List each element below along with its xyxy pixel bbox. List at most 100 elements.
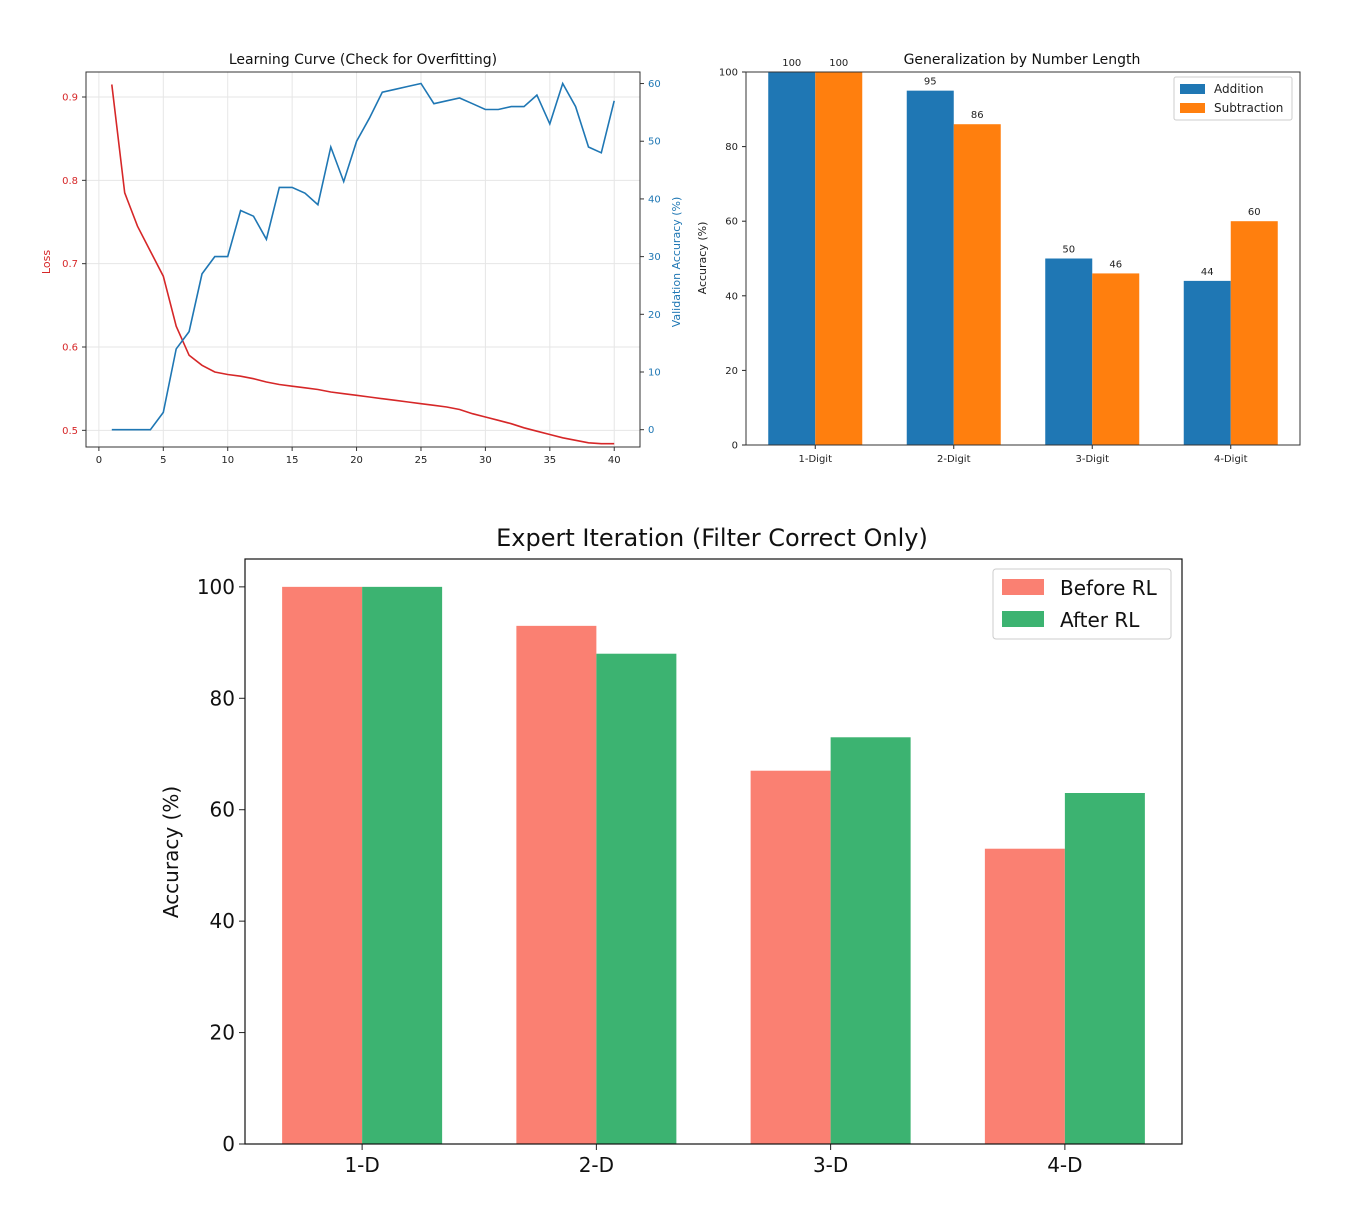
- c3-bar: [596, 653, 677, 1144]
- c1-ylabel-left: Loss: [40, 250, 53, 274]
- c3-xtick-label: 1-D: [344, 1153, 379, 1177]
- c3-legend: Before RL After RL: [992, 568, 1172, 640]
- c3-bar: [984, 848, 1065, 1144]
- c3-ytick-label: 100: [197, 575, 235, 599]
- c3-bar: [750, 770, 831, 1144]
- c1-ytick-left-label: 0.5: [62, 426, 78, 437]
- c2-bars: 100 100 95 86 50 46 44 60: [768, 58, 1278, 446]
- c2-bar: [1045, 258, 1093, 445]
- c3-bar: [362, 586, 443, 1144]
- c3-yticks: 0 20 40 60 80 100: [197, 575, 245, 1156]
- c2-ytick-label: 100: [719, 68, 738, 79]
- c3-xtick-label: 2-D: [579, 1153, 614, 1177]
- c2-ytick-label: 0: [732, 441, 738, 452]
- c2-bar-value-label: 86: [971, 110, 984, 121]
- c2-legend-swatch-subtraction: [1180, 103, 1205, 113]
- c1-ytick-right-label: 60: [648, 79, 661, 90]
- c1-ytick-left-label: 0.7: [62, 259, 78, 270]
- c3-bar: [1064, 793, 1145, 1144]
- c2-bar: [1092, 273, 1140, 445]
- c2-bar: [1230, 221, 1278, 445]
- c2-legend-swatch-addition: [1180, 84, 1205, 94]
- c2-bar-value-label: 100: [782, 58, 801, 69]
- c1-ylabel-right: Validation Accuracy (%): [670, 197, 683, 328]
- c2-ytick-label: 80: [725, 142, 738, 153]
- c2-yticks: 0 20 40 60 80 100: [719, 68, 746, 452]
- c3-bars: [282, 586, 1145, 1144]
- c1-plot-frame: [85, 71, 641, 448]
- learning-curve-chart: Learning Curve (Check for Overfitting) L…: [40, 52, 683, 466]
- c2-bar: [953, 124, 1001, 445]
- c1-ytick-left-label: 0.6: [62, 343, 78, 354]
- c1-xtick-label: 35: [543, 455, 556, 466]
- c1-yticks-left: 0.5 0.6 0.7 0.8 0.9: [62, 93, 86, 437]
- c1-ytick-right-label: 30: [648, 252, 661, 263]
- c1-xtick-label: 20: [350, 455, 363, 466]
- c2-bar-value-label: 95: [924, 77, 937, 88]
- c2-bar-value-label: 50: [1062, 245, 1075, 256]
- c1-xtick-label: 0: [96, 455, 102, 466]
- c2-xtick-label: 1-Digit: [799, 454, 833, 465]
- c2-bar: [768, 72, 816, 445]
- c1-ytick-right-label: 50: [648, 137, 661, 148]
- c3-ytick-label: 20: [210, 1021, 235, 1045]
- c2-bar: [906, 90, 954, 446]
- c2-bar-value-label: 46: [1109, 259, 1122, 270]
- c3-ytick-label: 80: [210, 686, 235, 710]
- c3-ytick-label: 0: [222, 1132, 235, 1156]
- c3-plot-frame: [244, 558, 1183, 1145]
- c3-bar: [282, 586, 363, 1144]
- c1-ytick-left-label: 0.9: [62, 93, 78, 104]
- c1-xtick-label: 10: [221, 455, 234, 466]
- c2-xtick-label: 3-Digit: [1076, 454, 1110, 465]
- c2-xtick-label: 4-Digit: [1214, 454, 1248, 465]
- c2-plot-frame: [745, 71, 1301, 446]
- c2-ytick-label: 40: [725, 291, 738, 302]
- c3-legend-swatch-before: [1002, 579, 1044, 595]
- c2-ylabel: Accuracy (%): [696, 222, 709, 295]
- c3-ylabel: Accuracy (%): [159, 786, 183, 918]
- c1-yticks-right: 0 10 20 30 40 50 60: [640, 79, 661, 436]
- c1-ytick-left-label: 0.8: [62, 176, 78, 187]
- c2-bar-value-label: 44: [1201, 267, 1214, 278]
- c2-ytick-label: 60: [725, 217, 738, 228]
- c2-legend: Addition Subtraction: [1173, 76, 1293, 121]
- c2-xticks: 1-Digit 2-Digit 3-Digit 4-Digit: [799, 445, 1248, 465]
- c1-xtick-label: 15: [286, 455, 299, 466]
- c1-ytick-right-label: 0: [648, 425, 654, 436]
- c1-xtick-label: 5: [160, 455, 166, 466]
- c2-ytick-label: 20: [725, 366, 738, 377]
- c3-ytick-label: 60: [210, 798, 235, 822]
- c2-bar: [1183, 280, 1231, 445]
- c1-xticks: 0 5 10 15 20 25 30 35 40: [96, 447, 621, 466]
- c1-xtick-label: 25: [415, 455, 428, 466]
- c3-xticks: 1-D 2-D 3-D 4-D: [344, 1144, 1083, 1177]
- c1-ytick-right-label: 10: [648, 368, 661, 379]
- c2-title: Generalization by Number Length: [904, 52, 1141, 68]
- c2-legend-label-addition: Addition: [1214, 82, 1264, 96]
- c1-xtick-label: 40: [608, 455, 621, 466]
- c3-bar: [830, 737, 911, 1144]
- c3-legend-label-after: After RL: [1060, 608, 1140, 632]
- loss-series-line: [111, 84, 615, 445]
- c1-ytick-right-label: 40: [648, 194, 661, 205]
- c3-bar: [516, 625, 597, 1144]
- c2-bar-value-label: 100: [829, 58, 848, 69]
- expert-iteration-chart: Expert Iteration (Filter Correct Only) A…: [159, 524, 1183, 1177]
- c2-xtick-label: 2-Digit: [937, 454, 971, 465]
- c1-xtick-label: 30: [479, 455, 492, 466]
- accuracy-series-line: [111, 81, 615, 431]
- c3-ytick-label: 40: [210, 909, 235, 933]
- c2-bar-value-label: 60: [1248, 207, 1261, 218]
- c3-legend-swatch-after: [1002, 611, 1044, 627]
- c3-legend-label-before: Before RL: [1060, 576, 1158, 600]
- c2-bar: [815, 72, 863, 445]
- c3-title: Expert Iteration (Filter Correct Only): [496, 524, 928, 552]
- c1-ytick-right-label: 20: [648, 310, 661, 321]
- c1-title: Learning Curve (Check for Overfitting): [229, 52, 497, 68]
- generalization-chart: Generalization by Number Length Accuracy…: [696, 52, 1301, 465]
- c2-legend-label-subtraction: Subtraction: [1214, 101, 1283, 115]
- c3-xtick-label: 4-D: [1047, 1153, 1082, 1177]
- c3-xtick-label: 3-D: [813, 1153, 848, 1177]
